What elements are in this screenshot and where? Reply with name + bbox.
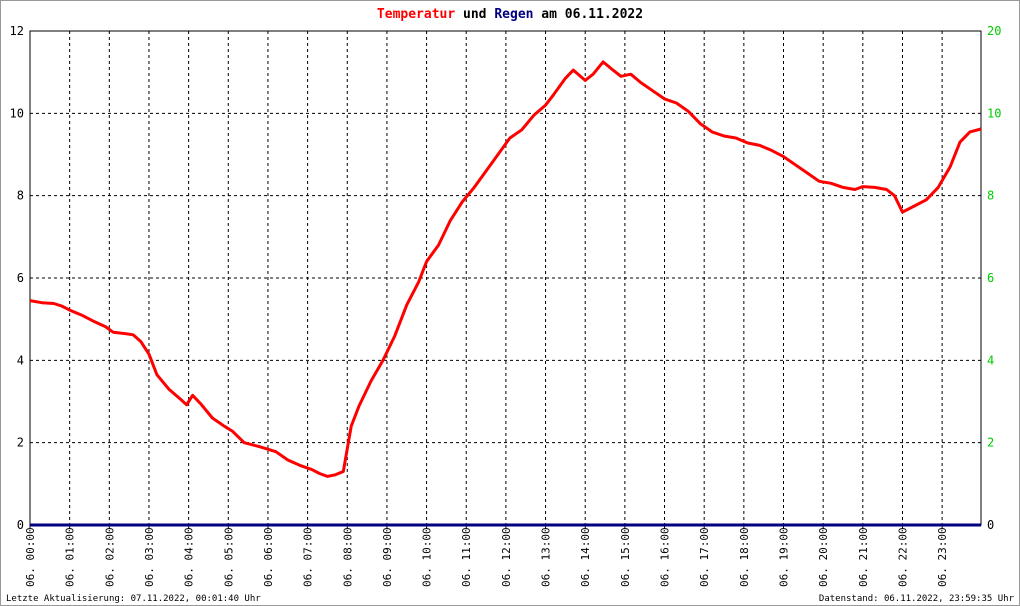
x-tick-label: 06. 21:00 (857, 527, 870, 587)
chart-title: Temperatur und Regen am 06.11.2022 (377, 7, 643, 22)
title-regen: Regen (494, 7, 533, 22)
x-tick-label: 06. 14:00 (579, 527, 592, 587)
y-left-tick-label: 10 (10, 106, 24, 120)
y-left-tick-label: 6 (17, 271, 24, 285)
x-tick-label: 06. 20:00 (817, 527, 830, 587)
x-tick-label: 06. 09:00 (381, 527, 394, 587)
x-tick-label: 06. 10:00 (421, 527, 434, 587)
y-left-tick-label: 12 (10, 24, 24, 38)
x-tick-label: 06. 17:00 (698, 527, 711, 587)
x-tick-label: 06. 03:00 (143, 527, 156, 587)
y-right-tick-label: 2 (987, 436, 994, 450)
title-und: und (455, 7, 494, 22)
series-line-temperatur (29, 60, 982, 478)
y-right-tick-label: 20 (987, 24, 1001, 38)
x-tick-label: 06. 11:00 (460, 527, 473, 587)
x-tick-label: 06. 23:00 (936, 527, 949, 587)
x-tick-label: 06. 16:00 (659, 527, 672, 587)
y-right-tick-label: 6 (987, 271, 994, 285)
y-left-tick-label: 8 (17, 189, 24, 203)
x-tick-label: 06. 13:00 (540, 527, 553, 587)
series (29, 60, 982, 527)
grid (30, 31, 981, 525)
y-right-tick-label: 8 (987, 189, 994, 203)
y-right-tick-label: 4 (987, 353, 994, 367)
title-date: am 06.11.2022 (533, 7, 643, 22)
y-right-tick-label: 0 (987, 518, 994, 532)
tick-labels: 0 2 4 6 8 10 12 0 2 4 6 8 10 20 06. 00:00 06. 01:00 06. … (10, 24, 1002, 587)
x-tick-label: 06. 01:00 (64, 527, 77, 587)
y-left-tick-label: 0 (17, 518, 24, 532)
x-tick-label: 06. 04:00 (183, 527, 196, 587)
x-tick-label: 06. 06:00 (262, 527, 275, 587)
x-tick-label: 06. 05:00 (222, 527, 235, 587)
x-tick-label: 06. 18:00 (738, 527, 751, 587)
x-tick-label: 06. 08:00 (341, 527, 354, 587)
x-tick-label: 06. 22:00 (896, 527, 909, 587)
y-right-tick-label: 10 (987, 106, 1001, 120)
footer-data-status: Datenstand: 06.11.2022, 23:59:35 Uhr (819, 594, 1015, 604)
x-tick-label: 06. 00:00 (24, 527, 37, 587)
x-tick-label: 06. 19:00 (778, 527, 791, 587)
title-temperatur: Temperatur (377, 7, 455, 22)
x-tick-label: 06. 07:00 (302, 527, 315, 587)
x-tick-label: 06. 12:00 (500, 527, 513, 587)
y-left-tick-label: 4 (17, 353, 24, 367)
footer-last-update: Letzte Aktualisierung: 07.11.2022, 00:01… (6, 594, 261, 604)
y-left-tick-label: 2 (17, 436, 24, 450)
x-tick-label: 06. 15:00 (619, 527, 632, 587)
x-tick-label: 06. 02:00 (103, 527, 116, 587)
